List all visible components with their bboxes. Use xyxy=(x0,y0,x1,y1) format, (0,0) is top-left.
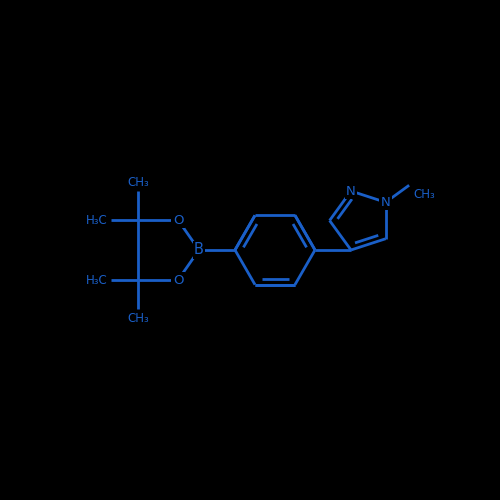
Text: N: N xyxy=(381,196,390,209)
Text: CH₃: CH₃ xyxy=(127,176,149,188)
Text: H₃C: H₃C xyxy=(86,214,108,226)
Text: N: N xyxy=(346,184,356,198)
Text: B: B xyxy=(194,242,204,258)
Text: CH₃: CH₃ xyxy=(413,188,435,201)
Text: H₃C: H₃C xyxy=(86,274,108,286)
Text: CH₃: CH₃ xyxy=(127,312,149,324)
Text: O: O xyxy=(173,274,184,286)
Text: O: O xyxy=(173,214,184,226)
